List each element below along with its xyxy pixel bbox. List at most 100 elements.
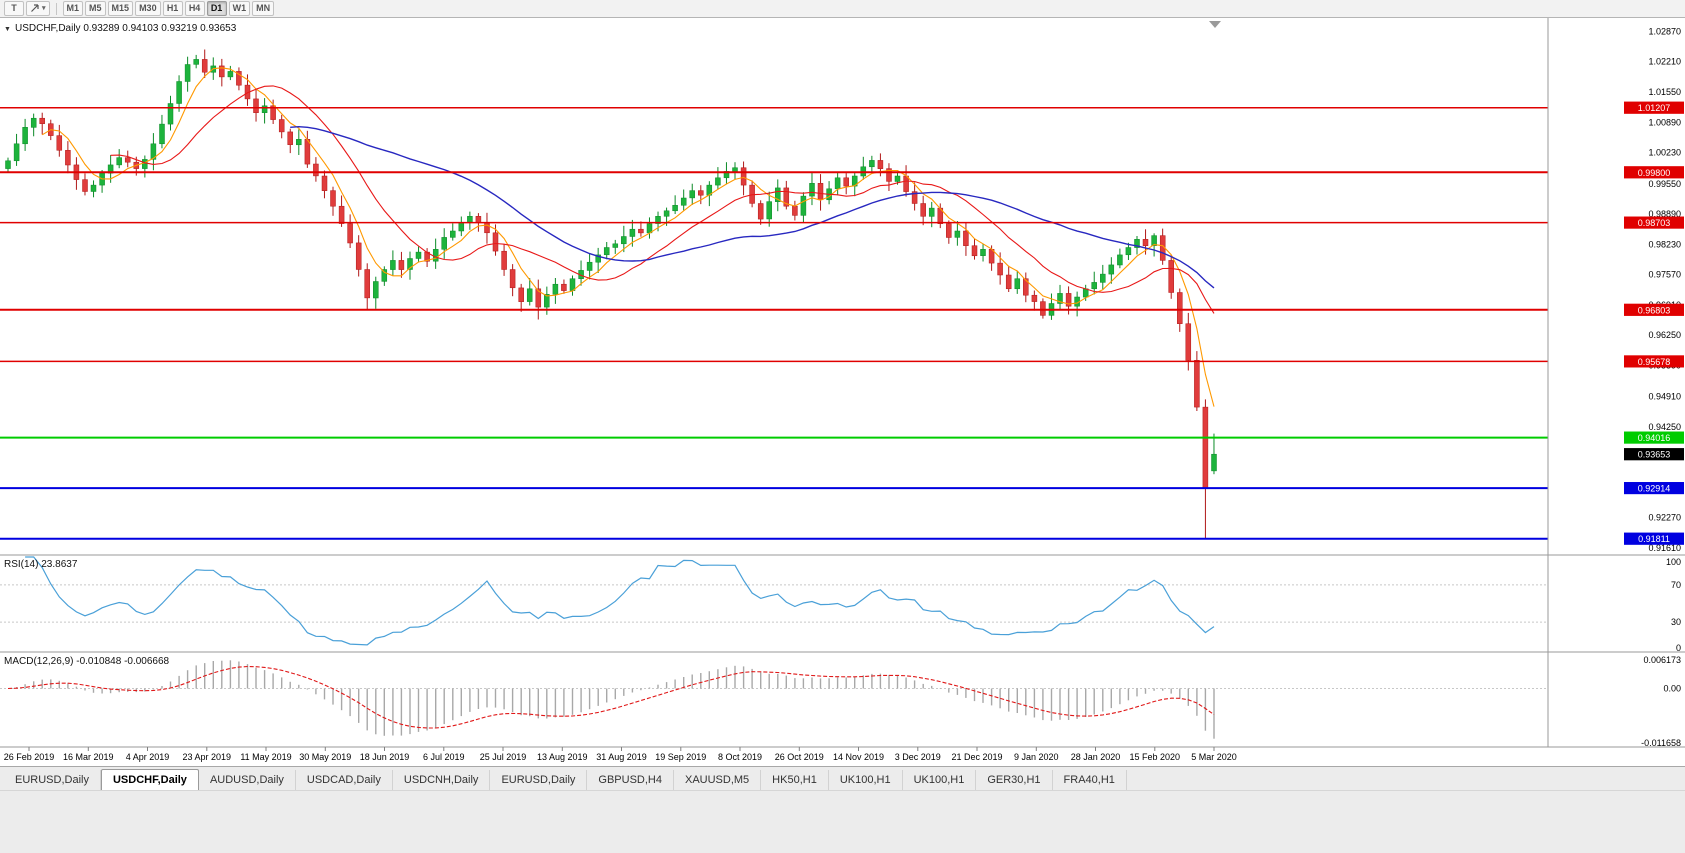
svg-text:0.94250: 0.94250	[1648, 422, 1681, 432]
svg-text:28 Jan 2020: 28 Jan 2020	[1071, 752, 1121, 762]
svg-text:70: 70	[1671, 580, 1681, 590]
chart-tab-usdcnh-daily-4[interactable]: USDCNH,Daily	[393, 770, 491, 790]
svg-text:5 Mar 2020: 5 Mar 2020	[1191, 752, 1237, 762]
svg-text:13 Aug 2019: 13 Aug 2019	[537, 752, 588, 762]
macd-panel: 0.006173 0.00 -0.011658	[0, 655, 1681, 748]
cursor-tool-button[interactable]: ▾	[26, 1, 50, 16]
svg-text:1.01207: 1.01207	[1638, 103, 1671, 113]
timeframe-button-m15[interactable]: M15	[107, 1, 134, 16]
chart-tab-usdcad-daily-3[interactable]: USDCAD,Daily	[296, 770, 393, 790]
svg-text:11 May 2019: 11 May 2019	[240, 752, 291, 762]
svg-text:25 Jul 2019: 25 Jul 2019	[480, 752, 527, 762]
rsi-title: RSI(14) 23.8637	[4, 559, 78, 570]
svg-text:16 Mar 2019: 16 Mar 2019	[63, 752, 114, 762]
chart-tab-uk100-h1-10[interactable]: UK100,H1	[903, 770, 977, 790]
timeframe-button-h1[interactable]: H1	[162, 1, 183, 16]
svg-text:15 Feb 2020: 15 Feb 2020	[1130, 752, 1181, 762]
svg-text:0.96250: 0.96250	[1648, 330, 1681, 340]
svg-text:9 Jan 2020: 9 Jan 2020	[1014, 752, 1059, 762]
ma-slow-line	[290, 125, 1215, 289]
svg-text:18 Jun 2019: 18 Jun 2019	[360, 752, 410, 762]
toolbar-separator	[55, 2, 57, 15]
svg-text:30 May 2019: 30 May 2019	[299, 752, 351, 762]
chart-tab-gbpusd-h4-6[interactable]: GBPUSD,H4	[587, 770, 674, 790]
time-axis: 26 Feb 2019 16 Mar 2019 4 Apr 2019 23 Apr 2…	[4, 747, 1237, 762]
svg-text:0.00: 0.00	[1663, 684, 1681, 694]
chart-area[interactable]: 1.01207 0.99800 0.98703 0.96803 0.95678 0.940…	[0, 18, 1685, 766]
svg-text:0.99550: 0.99550	[1648, 179, 1681, 189]
chart-tab-hk50-h1-8[interactable]: HK50,H1	[761, 770, 829, 790]
svg-text:0.96803: 0.96803	[1638, 305, 1671, 315]
chart-tab-usdchf-daily-1[interactable]: USDCHF,Daily	[100, 769, 199, 790]
svg-text:8 Oct 2019: 8 Oct 2019	[718, 752, 762, 762]
timeframe-button-m30[interactable]: M30	[135, 1, 161, 16]
rsi-line	[25, 556, 1215, 646]
svg-text:0.94016: 0.94016	[1638, 433, 1671, 443]
main-toolbar: T ▾ M1 M5 M15 M30 H1 H4 D1 W1 MN	[0, 0, 1685, 18]
svg-text:3 Dec 2019: 3 Dec 2019	[895, 752, 941, 762]
timeframe-button-m1[interactable]: M1	[62, 1, 84, 16]
cursor-arrow-icon	[30, 3, 40, 15]
svg-text:1.02210: 1.02210	[1648, 57, 1681, 67]
svg-text:1.00890: 1.00890	[1648, 117, 1681, 127]
timeframe-button-h4[interactable]: H4	[184, 1, 205, 16]
svg-text:100: 100	[1666, 557, 1681, 567]
svg-text:1.01550: 1.01550	[1648, 87, 1681, 97]
price-chart-svg[interactable]: 1.01207 0.99800 0.98703 0.96803 0.95678 0.940…	[0, 18, 1685, 766]
ma-mid-line	[110, 85, 1215, 314]
chart-title: USDCHF,Daily 0.93289 0.94103 0.93219 0.9…	[15, 23, 237, 34]
svg-text:0.94910: 0.94910	[1648, 392, 1681, 402]
price-chart[interactable]: 1.01207 0.99800 0.98703 0.96803 0.95678 0.940…	[0, 18, 1685, 771]
svg-text:31 Aug 2019: 31 Aug 2019	[596, 752, 647, 762]
svg-text:23 Apr 2019: 23 Apr 2019	[183, 752, 232, 762]
svg-text:0.99800: 0.99800	[1638, 168, 1671, 178]
chart-collapse-arrow-icon[interactable]: ▼	[4, 26, 11, 33]
rsi-panel: 100 70 30 0	[0, 556, 1681, 653]
ma-fast-line	[41, 67, 1215, 407]
svg-text:14 Nov 2019: 14 Nov 2019	[833, 752, 884, 762]
svg-text:0.93653: 0.93653	[1638, 450, 1671, 460]
timeframe-button-d1[interactable]: D1	[206, 1, 227, 16]
chart-tab-ger30-h1-11[interactable]: GER30,H1	[976, 770, 1053, 790]
svg-text:0.95678: 0.95678	[1638, 357, 1671, 367]
chart-tab-bar: EURUSD,Daily USDCHF,Daily AUDUSD,Daily USDC…	[0, 766, 1685, 790]
svg-text:19 Sep 2019: 19 Sep 2019	[655, 752, 706, 762]
timeframe-button-group: M1 M5 M15 M30 H1 H4 D1 W1 MN	[62, 1, 275, 16]
chart-tab-fra40-h1-12[interactable]: FRA40,H1	[1053, 770, 1127, 790]
chart-tab-audusd-daily-2[interactable]: AUDUSD,Daily	[199, 770, 296, 790]
svg-text:26 Feb 2019: 26 Feb 2019	[4, 752, 55, 762]
timeframe-button-mn[interactable]: MN	[252, 1, 275, 16]
svg-text:26 Oct 2019: 26 Oct 2019	[775, 752, 824, 762]
candlesticks	[5, 49, 1217, 539]
svg-text:0.92270: 0.92270	[1648, 513, 1681, 523]
chart-tab-xauusd-m5-7[interactable]: XAUUSD,M5	[674, 770, 762, 790]
svg-text:-0.011658: -0.011658	[1641, 738, 1681, 748]
svg-text:0.91811: 0.91811	[1638, 534, 1670, 544]
chart-background	[0, 18, 1685, 766]
svg-text:0.91610: 0.91610	[1648, 543, 1681, 553]
svg-text:1.00230: 1.00230	[1648, 148, 1681, 158]
chart-tab-eurusd-daily-5[interactable]: EURUSD,Daily	[490, 770, 588, 790]
timeframe-button-m5[interactable]: M5	[85, 1, 106, 16]
svg-text:4 Apr 2019: 4 Apr 2019	[126, 752, 170, 762]
svg-text:0.98230: 0.98230	[1648, 239, 1681, 249]
text-tool-button[interactable]: T	[4, 1, 24, 16]
status-bar	[0, 790, 1685, 853]
chevron-down-icon: ▾	[42, 5, 46, 12]
svg-text:0.98703: 0.98703	[1638, 218, 1671, 228]
svg-text:0.92914: 0.92914	[1638, 484, 1671, 494]
macd-title: MACD(12,26,9) -0.010848 -0.006668	[4, 656, 170, 667]
svg-text:6 Jul 2019: 6 Jul 2019	[423, 752, 465, 762]
timeframe-button-w1[interactable]: W1	[228, 1, 251, 16]
chart-tab-eurusd-daily-0[interactable]: EURUSD,Daily	[4, 770, 101, 790]
chart-tab-uk100-h1-9[interactable]: UK100,H1	[829, 770, 903, 790]
svg-text:0.98890: 0.98890	[1648, 209, 1681, 219]
svg-text:0: 0	[1676, 643, 1681, 653]
svg-text:0.006173: 0.006173	[1643, 655, 1681, 665]
svg-text:21 Dec 2019: 21 Dec 2019	[951, 752, 1002, 762]
chart-shift-marker[interactable]	[1209, 21, 1221, 28]
svg-text:1.02870: 1.02870	[1648, 27, 1681, 37]
macd-signal-line	[7, 665, 1215, 729]
svg-text:30: 30	[1671, 617, 1681, 627]
